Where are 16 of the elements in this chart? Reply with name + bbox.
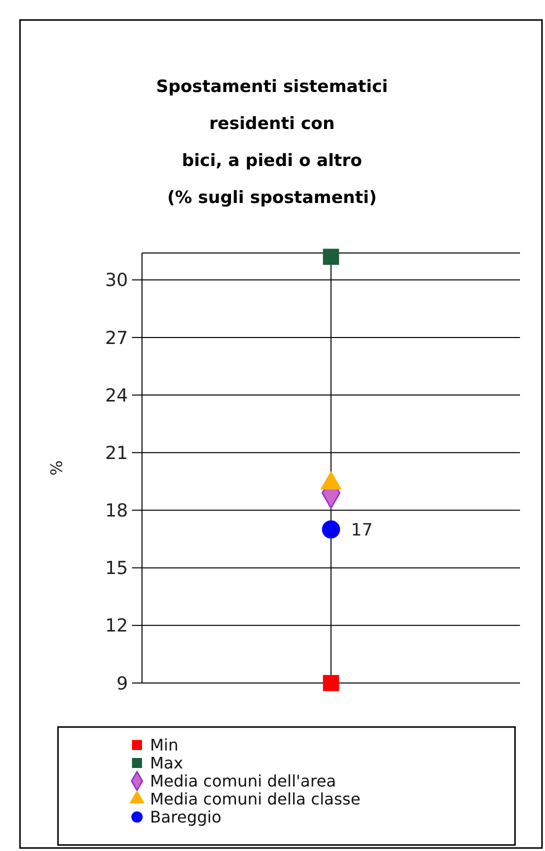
- y-tick-label: 9: [116, 673, 128, 694]
- chart-title: Spostamenti sistematici residenti con bici, a piedi o altro (% sugli spostamenti): [156, 77, 388, 208]
- y-tick-label: 21: [105, 442, 128, 464]
- y-tick-label: 30: [105, 270, 128, 292]
- y-tick-label: 12: [105, 616, 128, 637]
- legend-label: Media comuni dell'area: [150, 772, 336, 791]
- legend-label: Bareggio: [150, 808, 222, 827]
- legend-label: Min: [150, 736, 178, 755]
- y-axis-title: %: [47, 460, 66, 476]
- y-tick-label: 24: [105, 385, 128, 406]
- y-tick-label: 15: [105, 558, 128, 580]
- data-label: 17: [351, 520, 373, 540]
- legend-label: Max: [150, 754, 184, 773]
- legend-label: Media comuni della classe: [150, 790, 360, 809]
- y-tick-label: 27: [105, 328, 128, 349]
- y-tick-label: 18: [105, 500, 128, 522]
